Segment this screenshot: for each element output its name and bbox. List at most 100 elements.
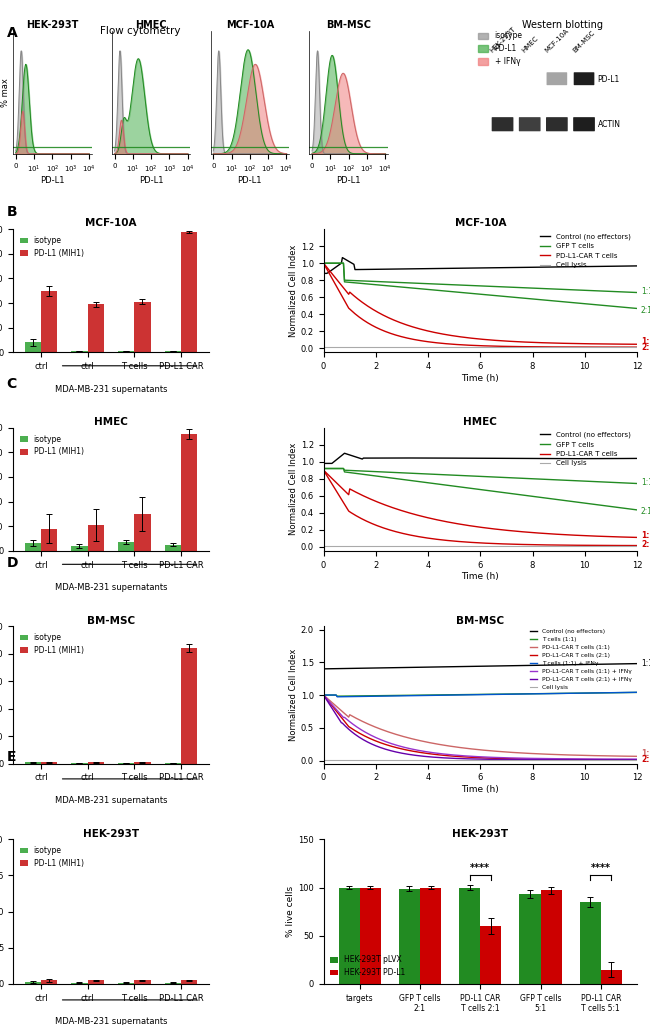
- Bar: [480, 927, 501, 984]
- Text: 1:1: 1:1: [641, 659, 650, 668]
- Text: E: E: [6, 750, 16, 765]
- Y-axis label: Normalized Cell Index: Normalized Cell Index: [289, 443, 298, 535]
- Bar: [164, 351, 181, 353]
- Bar: [72, 351, 88, 353]
- X-axis label: PD-L1: PD-L1: [336, 176, 361, 186]
- Title: MCF-10A: MCF-10A: [454, 218, 506, 229]
- Text: 1:1: 1:1: [641, 287, 650, 296]
- Bar: [164, 983, 181, 984]
- Legend: Control (no effectors), GFP T cells, PD-L1-CAR T cells, Cell lysis: Control (no effectors), GFP T cells, PD-…: [537, 231, 634, 271]
- Bar: [580, 902, 601, 984]
- Text: C: C: [6, 377, 17, 392]
- Text: MCF-10A: MCF-10A: [544, 28, 570, 53]
- Text: ACTIN: ACTIN: [597, 120, 621, 129]
- Legend: isotype, PD-L1 (MIH1): isotype, PD-L1 (MIH1): [17, 233, 86, 261]
- Bar: [25, 982, 41, 984]
- Text: B: B: [6, 205, 17, 219]
- Legend: isotype, PD-L1, + IFNγ: isotype, PD-L1, + IFNγ: [474, 29, 526, 69]
- Text: 1:1: 1:1: [641, 337, 650, 346]
- Legend: isotype, PD-L1 (MIH1): isotype, PD-L1 (MIH1): [17, 432, 86, 459]
- FancyBboxPatch shape: [547, 72, 567, 85]
- Title: MCF-10A: MCF-10A: [226, 19, 274, 30]
- Bar: [88, 980, 104, 984]
- FancyBboxPatch shape: [573, 117, 595, 131]
- Bar: [359, 888, 381, 984]
- Bar: [41, 980, 57, 984]
- Text: ****: ****: [470, 863, 490, 873]
- Bar: [181, 232, 197, 353]
- Text: D: D: [6, 556, 18, 570]
- Text: HMEC: HMEC: [521, 35, 539, 53]
- Bar: [519, 894, 541, 984]
- Title: HEK-293T: HEK-293T: [83, 828, 139, 838]
- Text: HEK-293T: HEK-293T: [489, 26, 517, 53]
- FancyBboxPatch shape: [519, 117, 541, 131]
- Bar: [339, 888, 359, 984]
- Title: HMEC: HMEC: [94, 417, 128, 427]
- Bar: [118, 983, 135, 984]
- Bar: [164, 544, 181, 550]
- Text: A: A: [6, 26, 18, 40]
- Bar: [135, 301, 151, 353]
- Legend: isotype, PD-L1 (MIH1): isotype, PD-L1 (MIH1): [17, 844, 86, 871]
- Bar: [601, 970, 622, 984]
- X-axis label: Time (h): Time (h): [462, 374, 499, 382]
- Title: HMEC: HMEC: [463, 417, 497, 427]
- Bar: [181, 434, 197, 550]
- Bar: [118, 351, 135, 353]
- Y-axis label: % max: % max: [1, 78, 10, 107]
- Bar: [88, 525, 104, 550]
- Bar: [135, 763, 151, 764]
- Y-axis label: Normalized Cell Index: Normalized Cell Index: [289, 245, 298, 337]
- Bar: [459, 888, 480, 984]
- Y-axis label: % live cells: % live cells: [286, 886, 295, 937]
- Title: Western blotting: Western blotting: [522, 19, 603, 30]
- Text: 2:1: 2:1: [641, 507, 650, 517]
- Bar: [41, 529, 57, 550]
- Text: ****: ****: [591, 863, 611, 873]
- Bar: [25, 543, 41, 550]
- Legend: HEK-293T pLVX, HEK-293T PD-L1: HEK-293T pLVX, HEK-293T PD-L1: [328, 952, 408, 980]
- Bar: [88, 304, 104, 353]
- Bar: [25, 763, 41, 764]
- Text: Flow cytometry: Flow cytometry: [99, 26, 180, 36]
- Bar: [135, 980, 151, 984]
- X-axis label: PD-L1: PD-L1: [238, 176, 262, 186]
- Legend: Control (no effectors), T cells (1:1), PD-L1-CAR T cells (1:1), PD-L1-CAR T cell: Control (no effectors), T cells (1:1), P…: [527, 626, 634, 692]
- X-axis label: PD-L1: PD-L1: [40, 176, 64, 186]
- Bar: [181, 648, 197, 764]
- X-axis label: MDA-MB-231 supernatants: MDA-MB-231 supernatants: [55, 796, 167, 806]
- Bar: [41, 291, 57, 353]
- Legend: Control (no effectors), GFP T cells, PD-L1-CAR T cells, Cell lysis: Control (no effectors), GFP T cells, PD-…: [537, 428, 634, 469]
- Title: HEK-293T: HEK-293T: [26, 19, 79, 30]
- Title: BM-MSC: BM-MSC: [456, 616, 504, 625]
- X-axis label: Time (h): Time (h): [462, 572, 499, 581]
- Bar: [541, 891, 562, 984]
- Text: 2:1: 2:1: [641, 540, 650, 549]
- Text: 1:1: 1:1: [641, 531, 650, 540]
- Y-axis label: Normalized Cell Index: Normalized Cell Index: [289, 649, 298, 741]
- Bar: [420, 888, 441, 984]
- Legend: isotype, PD-L1 (MIH1): isotype, PD-L1 (MIH1): [17, 630, 86, 658]
- Text: 2:1: 2:1: [641, 305, 650, 315]
- X-axis label: MDA-MB-231 supernatants: MDA-MB-231 supernatants: [55, 1017, 167, 1025]
- Bar: [88, 763, 104, 764]
- Bar: [118, 542, 135, 550]
- X-axis label: MDA-MB-231 supernatants: MDA-MB-231 supernatants: [55, 583, 167, 592]
- FancyBboxPatch shape: [546, 117, 567, 131]
- FancyBboxPatch shape: [491, 117, 514, 131]
- Title: BM-MSC: BM-MSC: [87, 616, 135, 625]
- Title: BM-MSC: BM-MSC: [326, 19, 371, 30]
- X-axis label: MDA-MB-231 supernatants: MDA-MB-231 supernatants: [55, 384, 167, 394]
- Bar: [135, 514, 151, 550]
- Bar: [399, 889, 420, 984]
- Bar: [72, 983, 88, 984]
- Bar: [25, 342, 41, 353]
- FancyBboxPatch shape: [574, 72, 594, 85]
- Title: HEK-293T: HEK-293T: [452, 828, 508, 838]
- Bar: [72, 546, 88, 550]
- Title: MCF-10A: MCF-10A: [85, 218, 136, 229]
- Text: 1:1: 1:1: [641, 478, 650, 487]
- Bar: [181, 980, 197, 984]
- X-axis label: PD-L1: PD-L1: [139, 176, 163, 186]
